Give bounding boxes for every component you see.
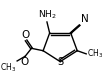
Text: S: S	[57, 57, 63, 67]
Text: N: N	[81, 14, 89, 24]
Text: CH$_3$: CH$_3$	[87, 48, 103, 60]
Text: CH$_3$: CH$_3$	[0, 62, 16, 74]
Text: O: O	[21, 30, 29, 40]
Text: NH$_2$: NH$_2$	[38, 9, 56, 21]
Text: O: O	[20, 57, 28, 67]
